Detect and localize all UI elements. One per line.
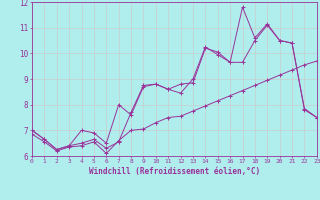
X-axis label: Windchill (Refroidissement éolien,°C): Windchill (Refroidissement éolien,°C) xyxy=(89,167,260,176)
